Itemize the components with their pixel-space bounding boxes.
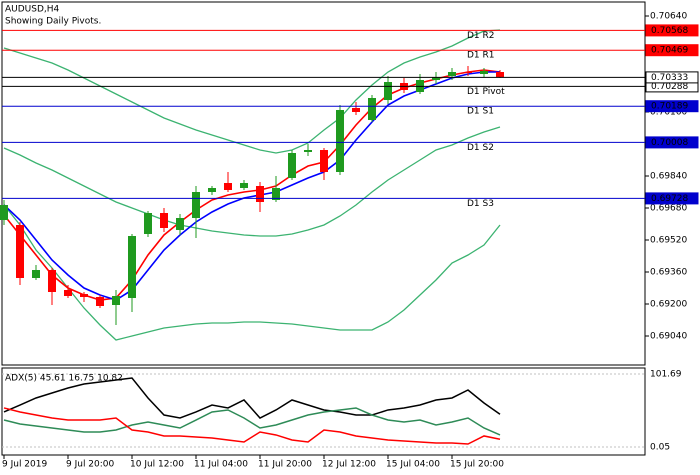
y-tick-label: 0.69680 — [650, 204, 687, 214]
series-line — [3, 377, 501, 419]
price-label: 0.69728 — [651, 194, 688, 204]
pivot-label: D1 S3 — [467, 199, 494, 209]
chart-subtitle: Showing Daily Pivots. — [5, 17, 101, 27]
candle-body — [496, 72, 504, 78]
candle-body — [480, 71, 488, 74]
candle-body — [352, 108, 360, 112]
x-tick-label: 11 Jul 20:00 — [258, 460, 312, 470]
x-tick-label: 15 Jul 04:00 — [386, 460, 440, 470]
candle-body — [288, 153, 296, 178]
price-box — [645, 71, 699, 84]
candle-body — [432, 77, 440, 80]
x-tick-label: 12 Jul 12:00 — [322, 460, 376, 470]
price-label: 0.70568 — [651, 26, 688, 36]
price-label: 0.70288 — [651, 82, 688, 92]
y-tick-label: 0.69360 — [650, 268, 687, 278]
x-tick-label: 10 Jul 12:00 — [130, 460, 184, 470]
y-tick-label: 0.69520 — [650, 236, 687, 246]
candle-body — [384, 82, 392, 100]
main-panel — [1, 1, 646, 366]
y-tick-label: 0.69200 — [650, 300, 687, 310]
price-box — [645, 24, 699, 37]
candle-body — [80, 294, 88, 297]
price-label: 0.70008 — [651, 138, 688, 148]
pivot-label: D1 S1 — [467, 107, 494, 117]
candle-body — [16, 225, 24, 278]
price-label: 0.70333 — [651, 73, 688, 83]
y-tick-label: 0.69040 — [650, 332, 687, 342]
candle-body — [256, 186, 264, 202]
price-box — [645, 192, 699, 205]
candle-body — [336, 110, 344, 172]
indicator-line — [3, 126, 501, 237]
candle-body — [48, 270, 56, 292]
x-tick-label: 9 Jul 2019 — [2, 460, 47, 470]
price-box — [645, 136, 699, 149]
indicator-line — [3, 204, 501, 341]
series-line — [3, 407, 501, 436]
candle-body — [464, 72, 472, 73]
candle-body — [128, 236, 136, 298]
candle-body — [144, 213, 152, 234]
pivot-label: D1 R2 — [467, 31, 495, 41]
chart-title: AUDUSD,H4 — [5, 5, 60, 15]
candle-body — [0, 205, 8, 220]
pivot-label: D1 R1 — [467, 51, 495, 61]
y-tick-label: 101.69 — [650, 369, 682, 379]
candle-body — [448, 72, 456, 76]
candle-body — [32, 270, 40, 278]
candle-body — [272, 188, 280, 200]
pivot-label: D1 Pivot — [467, 87, 505, 97]
y-tick-label: 0.69840 — [650, 172, 687, 182]
candle-body — [304, 150, 312, 152]
price-box — [645, 100, 699, 113]
candle-body — [240, 183, 248, 188]
candle-body — [176, 218, 184, 230]
candle-body — [112, 296, 120, 305]
candle-body — [192, 192, 200, 218]
price-label: 0.70189 — [651, 102, 688, 112]
y-tick-label: 0.70640 — [650, 12, 687, 22]
candle-body — [96, 297, 104, 306]
candle-body — [208, 188, 216, 192]
x-tick-label: 15 Jul 20:00 — [450, 460, 504, 470]
indicator-line — [3, 29, 501, 154]
candle-body — [224, 183, 232, 190]
x-tick-label: 11 Jul 04:00 — [194, 460, 248, 470]
candle-body — [64, 290, 72, 296]
y-tick-label: 0.70160 — [650, 108, 687, 118]
candle-body — [160, 213, 168, 228]
pivot-label: D1 S2 — [467, 143, 494, 153]
price-label: 0.70469 — [651, 46, 688, 56]
price-box — [645, 44, 699, 57]
x-tick-label: 9 Jul 20:00 — [66, 460, 115, 470]
candle-body — [368, 98, 376, 120]
series-line — [3, 407, 501, 445]
y-tick-label: 0.05 — [650, 442, 670, 452]
adx-title: ADX(5) 45.61 16.75 10.82 — [5, 374, 123, 384]
candle-body — [320, 150, 328, 172]
